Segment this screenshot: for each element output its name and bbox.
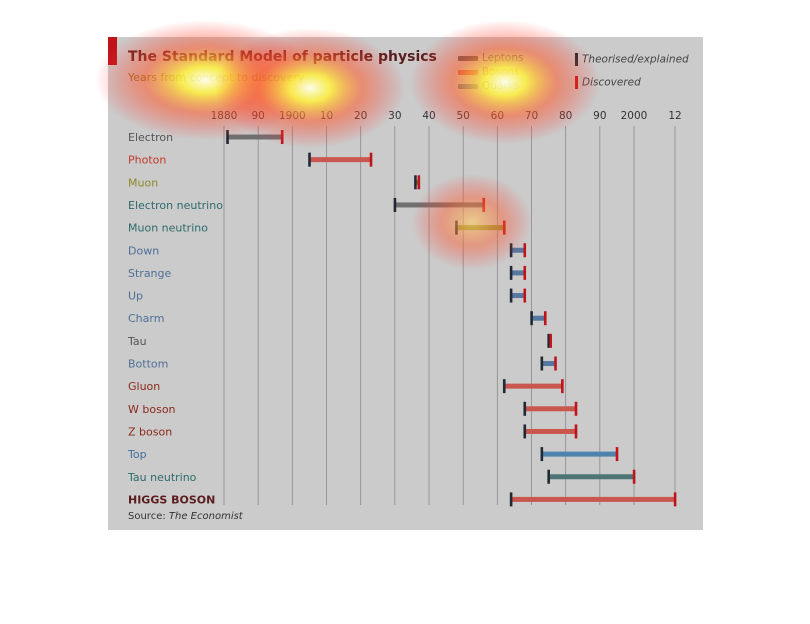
- row-label: Electron: [128, 131, 173, 144]
- discovered-marker: [554, 356, 557, 371]
- row-label: Electron neutrino: [128, 199, 223, 212]
- discovered-marker: [574, 401, 578, 416]
- discovered-marker: [523, 265, 527, 280]
- x-tick-label: 1880: [211, 110, 238, 122]
- row-label: W boson: [128, 403, 176, 416]
- row-label: Top: [127, 448, 147, 461]
- discovered-marker: [369, 152, 373, 167]
- x-tick-label: 2000: [621, 110, 648, 122]
- range-bar: [541, 361, 556, 366]
- theorised-marker: [547, 333, 550, 348]
- row-label: Tau neutrino: [127, 471, 197, 484]
- theorised-marker: [523, 401, 527, 416]
- discovered-marker: [482, 197, 486, 212]
- x-tick-label: 50: [456, 110, 469, 122]
- row-label: Muon: [128, 176, 158, 189]
- discovered-marker: [523, 243, 527, 258]
- discovered-marker: [543, 311, 547, 326]
- range-bar: [511, 496, 675, 502]
- theorised-marker: [509, 243, 513, 258]
- theorised-marker: [547, 469, 550, 484]
- x-tick-label: 20: [354, 110, 367, 122]
- discovered-marker: [549, 333, 552, 348]
- x-tick-label: 30: [388, 110, 401, 122]
- row-label: Muon neutrino: [128, 222, 208, 235]
- theorised-marker: [308, 152, 311, 167]
- range-bar: [548, 474, 634, 480]
- source-label: Source:: [128, 511, 166, 522]
- row-label: HIGGS BOSON: [128, 493, 215, 506]
- range-bar: [511, 293, 525, 299]
- range-bar: [309, 157, 371, 163]
- x-tick-label: 70: [525, 110, 538, 122]
- x-tick-label: 90: [593, 110, 606, 122]
- row-label: Photon: [128, 154, 166, 167]
- row-label: Tau: [127, 335, 147, 348]
- range-bar: [504, 383, 563, 389]
- row-label: Z boson: [128, 425, 172, 438]
- discovered-marker: [574, 424, 578, 439]
- row-label: Up: [128, 290, 143, 303]
- row-label: Charm: [128, 312, 164, 325]
- x-tick-label: 12: [668, 110, 681, 122]
- discovered-marker: [673, 492, 677, 507]
- theorised-marker: [509, 492, 513, 507]
- theorised-marker: [502, 379, 506, 394]
- source-note: Source: The Economist: [128, 511, 243, 522]
- legend-label-theorised: Theorised/explained: [582, 53, 689, 66]
- range-bar: [227, 134, 283, 140]
- row-label: Bottom: [128, 358, 168, 371]
- theorised-marker: [414, 175, 417, 190]
- x-tick-label: 40: [422, 110, 435, 122]
- x-tick-label: 80: [559, 110, 572, 122]
- range-bar: [456, 225, 505, 231]
- range-bar: [524, 428, 576, 434]
- x-tick-label: 10: [320, 110, 333, 122]
- row-label: Down: [128, 244, 159, 257]
- row-label: Gluon: [128, 380, 160, 393]
- discovered-marker: [615, 447, 619, 462]
- range-bar: [394, 202, 484, 208]
- theorised-marker: [540, 356, 544, 371]
- theorised-marker: [455, 220, 458, 235]
- range-bar: [541, 451, 617, 457]
- discovered-marker: [632, 469, 636, 484]
- theorised-marker: [530, 311, 533, 326]
- theorised-marker: [509, 288, 513, 303]
- discovered-marker: [502, 220, 506, 235]
- source-name: The Economist: [168, 511, 243, 522]
- x-tick-label: 1900: [279, 110, 306, 122]
- discovered-marker: [417, 175, 421, 190]
- x-tick-label: 90: [251, 110, 264, 122]
- theorised-marker: [540, 447, 544, 462]
- theorised-marker: [509, 265, 513, 280]
- range-bar: [524, 406, 576, 412]
- range-bar: [531, 315, 546, 321]
- range-bar: [511, 247, 525, 253]
- discovered-marker: [561, 379, 564, 394]
- range-bar: [511, 270, 525, 276]
- x-tick-label: 60: [491, 110, 504, 122]
- discovered-marker: [523, 288, 527, 303]
- theorised-marker: [393, 197, 397, 212]
- theorised-marker: [523, 424, 527, 439]
- theorised-marker: [226, 130, 229, 144]
- discovered-marker: [280, 130, 284, 144]
- row-label: Strange: [128, 267, 172, 280]
